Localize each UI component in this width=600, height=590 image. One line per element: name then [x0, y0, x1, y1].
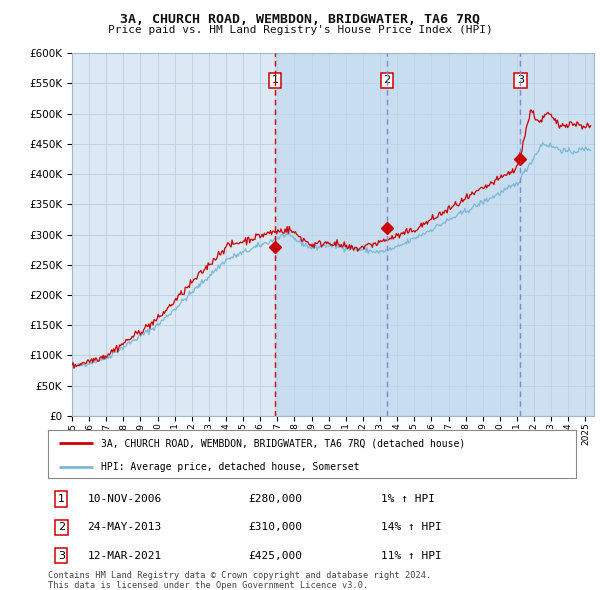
Text: This data is licensed under the Open Government Licence v3.0.: This data is licensed under the Open Gov…	[48, 581, 368, 589]
Text: £425,000: £425,000	[248, 550, 302, 560]
Text: 1: 1	[58, 494, 65, 504]
Text: 11% ↑ HPI: 11% ↑ HPI	[380, 550, 442, 560]
Text: 1% ↑ HPI: 1% ↑ HPI	[380, 494, 434, 504]
Text: 12-MAR-2021: 12-MAR-2021	[88, 550, 162, 560]
Text: 3: 3	[517, 76, 524, 86]
Text: 3A, CHURCH ROAD, WEMBDON, BRIDGWATER, TA6 7RQ (detached house): 3A, CHURCH ROAD, WEMBDON, BRIDGWATER, TA…	[101, 438, 465, 448]
Text: £310,000: £310,000	[248, 522, 302, 532]
Bar	[275, 53, 387, 416]
Text: £280,000: £280,000	[248, 494, 302, 504]
Text: 10-NOV-2006: 10-NOV-2006	[88, 494, 162, 504]
Bar	[520, 53, 594, 416]
Text: 2: 2	[383, 76, 391, 86]
Text: 24-MAY-2013: 24-MAY-2013	[88, 522, 162, 532]
Text: Price paid vs. HM Land Registry's House Price Index (HPI): Price paid vs. HM Land Registry's House …	[107, 25, 493, 35]
Bar	[387, 53, 520, 416]
Text: 3A, CHURCH ROAD, WEMBDON, BRIDGWATER, TA6 7RQ: 3A, CHURCH ROAD, WEMBDON, BRIDGWATER, TA…	[120, 13, 480, 26]
Text: 3: 3	[58, 550, 65, 560]
Text: Contains HM Land Registry data © Crown copyright and database right 2024.: Contains HM Land Registry data © Crown c…	[48, 571, 431, 579]
Text: 1: 1	[272, 76, 278, 86]
Text: 2: 2	[58, 522, 65, 532]
Text: HPI: Average price, detached house, Somerset: HPI: Average price, detached house, Some…	[101, 462, 359, 472]
Text: 14% ↑ HPI: 14% ↑ HPI	[380, 522, 442, 532]
